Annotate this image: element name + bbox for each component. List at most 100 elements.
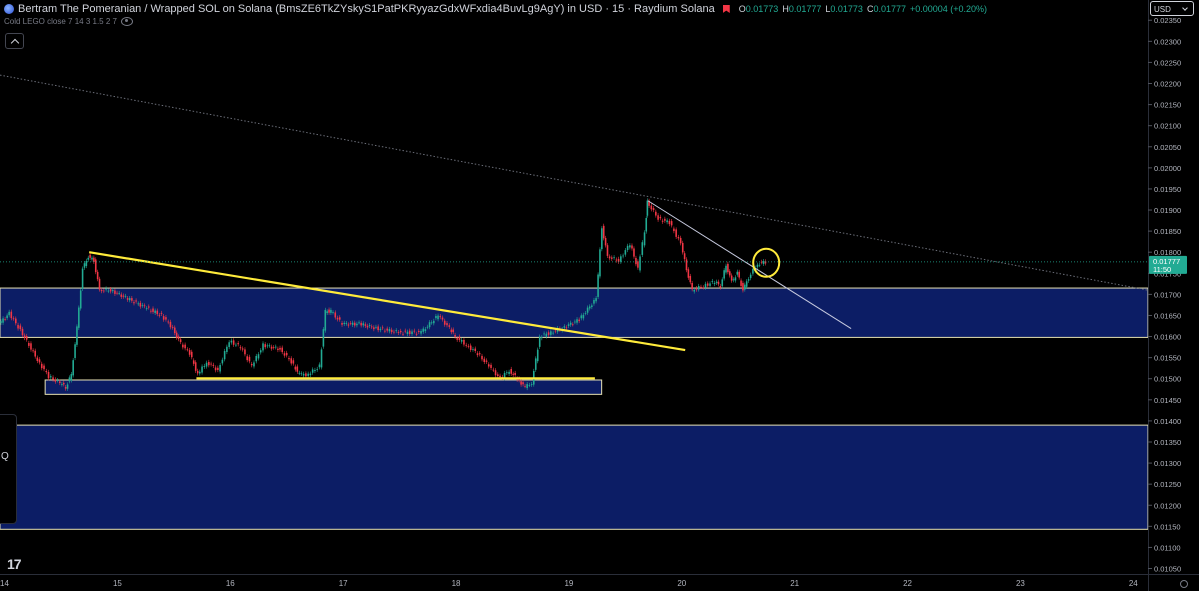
candle-body	[417, 330, 420, 332]
candle-body	[530, 384, 533, 385]
side-panel-label: Q	[1, 451, 9, 462]
candle-body	[503, 373, 506, 379]
candle-body	[593, 299, 595, 304]
candle-body	[81, 268, 84, 289]
ohlc-values: O0.01773 H0.01777 L0.01773 C0.01777 +0.0…	[739, 4, 987, 14]
symbol-title[interactable]: Bertram The Pomeranian / Wrapped SOL on …	[18, 3, 715, 15]
candle-body	[300, 373, 303, 375]
chart-legend: Bertram The Pomeranian / Wrapped SOL on …	[4, 2, 987, 16]
candle-body	[305, 373, 307, 377]
candle-body	[320, 349, 323, 368]
candle-body	[158, 314, 161, 316]
candle-body	[212, 364, 215, 366]
price-tick-label: 0.01350	[1154, 438, 1181, 447]
candle-body	[328, 309, 330, 313]
annotation-circle	[752, 247, 781, 278]
price-tick-label: 0.01550	[1154, 354, 1181, 363]
candle-body	[572, 324, 574, 326]
candle-body	[78, 307, 80, 328]
time-tick-label: 24	[1129, 579, 1138, 588]
candle-body	[205, 362, 208, 367]
candle-body	[465, 344, 467, 346]
candle-body	[534, 358, 537, 370]
price-axis[interactable]: 0.02350 0.02300 0.02250 0.02200 0.02150 0.021…	[1148, 0, 1199, 591]
candle-body	[217, 367, 219, 370]
price-tick-label: 0.01600	[1154, 333, 1181, 342]
candle-body	[169, 321, 172, 328]
current-price-label-bg	[1149, 255, 1187, 274]
time-tick-label: 22	[903, 579, 912, 588]
time-tick-label: 23	[1016, 579, 1025, 588]
candle-body	[23, 335, 26, 339]
side-panel[interactable]: Q	[0, 414, 17, 524]
candle-body	[510, 369, 513, 374]
candle-body	[196, 370, 199, 374]
support-resistance-zones	[0, 287, 1149, 530]
tradingview-logo-icon[interactable]: 17	[7, 556, 22, 572]
candle-body	[452, 329, 455, 333]
candle-body	[541, 337, 543, 339]
candle-body	[262, 343, 264, 351]
candle-body	[622, 255, 624, 257]
candle-body	[139, 302, 142, 307]
candle-body	[76, 326, 78, 345]
candle-body	[49, 376, 52, 378]
open-value: O0.01773	[738, 4, 779, 14]
candle-body	[629, 245, 631, 248]
candle-body	[704, 283, 707, 288]
candle-body	[100, 289, 103, 292]
candle-body	[285, 352, 288, 356]
candle-body	[424, 329, 427, 331]
candle-body	[528, 384, 531, 386]
time-axis[interactable]: 14 15 16 17 18 19 20 21 22 23 24	[0, 574, 1199, 591]
zone-rect	[0, 424, 1149, 530]
candle-body	[184, 344, 186, 349]
flag-icon[interactable]	[722, 5, 730, 13]
candle-body	[302, 373, 305, 376]
indicator-label[interactable]: Cold LEGO close 7 14 3 1.5 2 7	[4, 17, 117, 26]
candle-body	[756, 264, 759, 268]
candle-body	[19, 325, 22, 330]
candle-body	[474, 348, 477, 351]
candle-body	[52, 377, 54, 380]
eye-icon[interactable]	[120, 17, 133, 26]
candle-body	[105, 288, 107, 290]
zone-rect	[0, 287, 1149, 338]
candle-body	[646, 200, 649, 216]
candle-body	[345, 323, 348, 324]
time-tick-label: 15	[113, 579, 122, 588]
candle-body	[283, 353, 286, 356]
currency-selector[interactable]: USD	[1150, 1, 1194, 16]
candle-body	[661, 220, 664, 222]
candle-body	[72, 360, 74, 376]
change-value: +0.00004 (+0.20%)	[909, 4, 988, 14]
candle-body	[296, 366, 299, 372]
candle-body	[96, 271, 99, 280]
candle-body	[732, 279, 735, 281]
candle-body	[358, 322, 360, 324]
candle-body	[402, 333, 404, 335]
price-series	[0, 198, 767, 391]
time-tick-label: 16	[226, 579, 235, 588]
price-tick-label: 0.01450	[1154, 396, 1181, 405]
candle-body	[290, 358, 293, 364]
candle-body	[446, 323, 448, 326]
candle-body	[426, 326, 429, 328]
collapse-legend-button[interactable]	[5, 33, 24, 49]
gear-icon[interactable]	[1180, 580, 1188, 588]
candle-body	[397, 332, 400, 333]
candle-body	[522, 382, 524, 385]
candle-body	[118, 292, 120, 294]
candle-body	[173, 327, 176, 334]
candle-body	[370, 326, 373, 328]
candle-body	[190, 351, 193, 358]
candle-body	[728, 271, 731, 276]
candle-body	[152, 308, 154, 312]
candle-body	[476, 353, 479, 356]
candle-body	[547, 332, 550, 335]
candle-body	[156, 310, 159, 315]
indicator-legend[interactable]: Cold LEGO close 7 14 3 1.5 2 7	[4, 17, 133, 26]
candle-body	[230, 340, 233, 343]
candle-body	[617, 258, 620, 262]
